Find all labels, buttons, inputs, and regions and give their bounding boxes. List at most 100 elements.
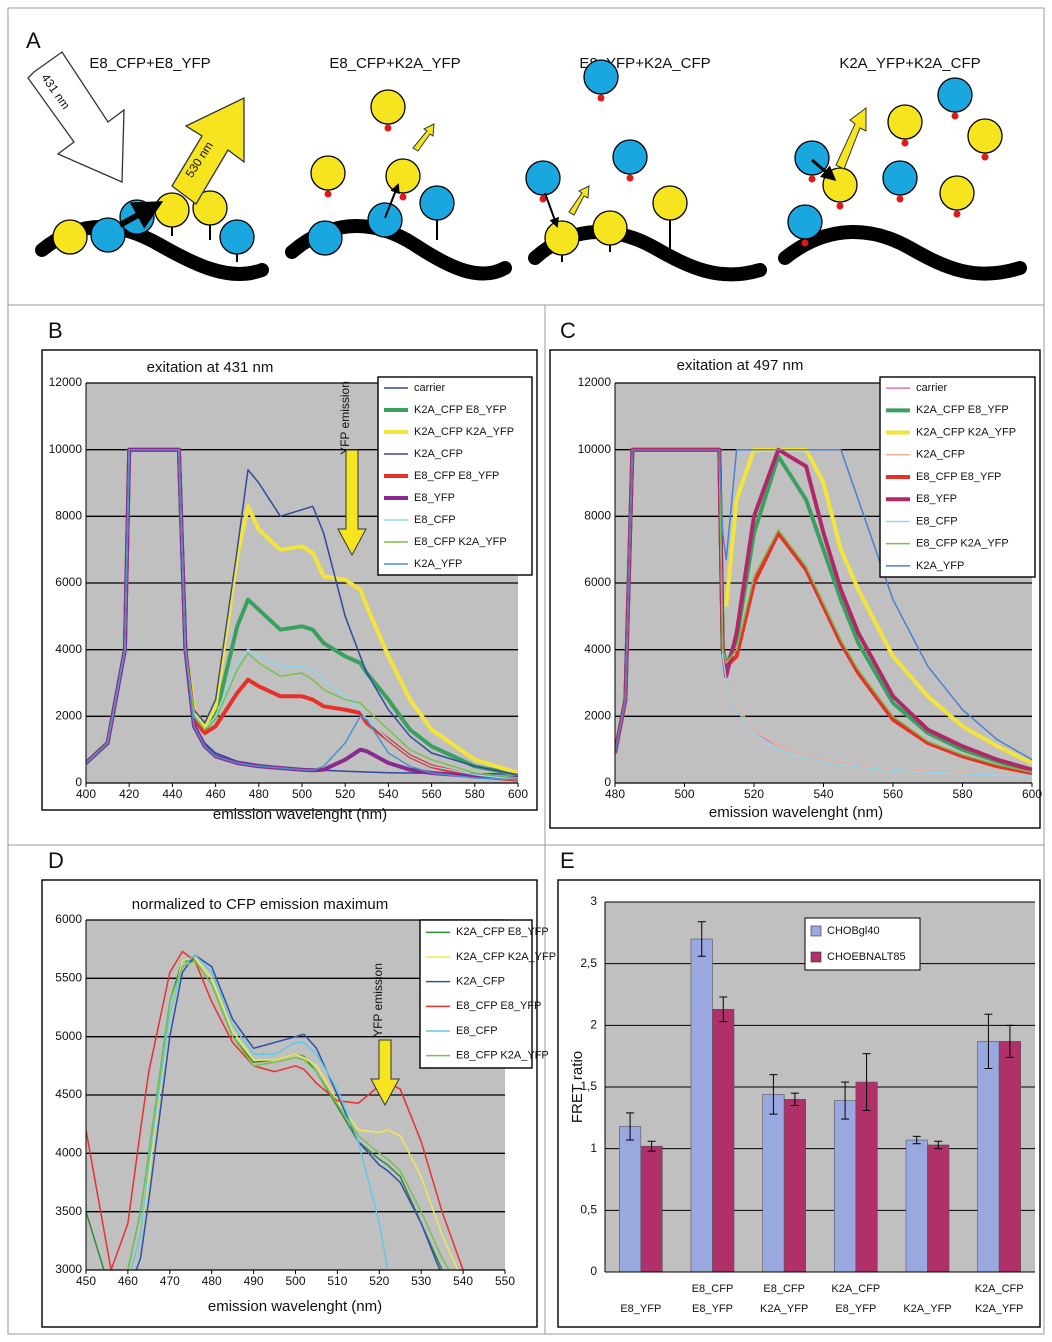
y-tick-label: 1,5 <box>580 1079 597 1093</box>
x-tick-label: K2A_YFP <box>975 1303 1023 1315</box>
chart-title: exitation at 431 nm <box>147 359 274 376</box>
x-tick-label: 490 <box>244 1274 264 1288</box>
error-bar <box>719 996 728 1023</box>
series-line <box>135 954 441 1270</box>
x-tick-label: 460 <box>206 787 226 801</box>
bar <box>762 1094 785 1273</box>
x-tick-label: 600 <box>508 787 528 801</box>
x-axis-label: emission wavelenght (nm) <box>208 1298 382 1315</box>
error-bar <box>626 1112 635 1141</box>
figure-frame <box>7 7 1045 1335</box>
y-tick-label: 5500 <box>55 971 82 985</box>
error-bar <box>647 1140 656 1152</box>
emission-arrow <box>171 96 245 205</box>
legend-box <box>419 919 533 1069</box>
error-bar <box>934 1140 943 1150</box>
error-bar <box>984 1013 993 1069</box>
legend-label: E8_CFP <box>456 1025 498 1037</box>
bar <box>690 938 713 1273</box>
x-tick-label: 480 <box>605 787 625 801</box>
legend-label: carrier <box>916 382 948 394</box>
y-tick-label: 0 <box>75 775 82 789</box>
bar <box>977 1041 1000 1273</box>
x-tick-label: 470 <box>160 1274 180 1288</box>
y-tick-label: 3000 <box>55 1262 82 1276</box>
chart-title: exitation at 497 nm <box>677 357 804 374</box>
x-tick-label: 600 <box>1022 787 1042 801</box>
y-tick-label: 6000 <box>55 912 82 926</box>
error-bar <box>862 1053 871 1111</box>
panel-label: D <box>48 848 64 873</box>
x-tick-label: 550 <box>495 1274 515 1288</box>
x-tick-label: 580 <box>952 787 972 801</box>
x-tick-label: K2A_CFP <box>831 1283 880 1295</box>
y-tick-label: 2000 <box>55 709 82 723</box>
x-tick-label: 580 <box>465 787 485 801</box>
legend-label: E8_CFP K2A_YFP <box>916 538 1009 550</box>
chart-title: normalized to CFP emission maximum <box>132 896 388 913</box>
x-tick-label: 530 <box>411 1274 431 1288</box>
y-tick-label: 0 <box>604 775 611 789</box>
y-tick-label: 0,5 <box>580 1203 597 1217</box>
legend-swatch <box>810 925 822 937</box>
legend-swatch <box>810 951 822 963</box>
legend-label: K2A_CFP K2A_YFP <box>414 426 514 438</box>
y-tick-label: 8000 <box>55 509 82 523</box>
y-tick-label: 2,5 <box>580 956 597 970</box>
legend-label: E8_YFP <box>414 492 455 504</box>
membrane <box>35 219 1027 282</box>
panel-label: E <box>560 848 575 873</box>
legend-label: K2A_CFP <box>414 448 463 460</box>
x-axis-label: emission wavelenght (nm) <box>213 806 387 823</box>
small-emission-arrow <box>412 107 867 216</box>
x-tick-label: 460 <box>118 1274 138 1288</box>
x-tick-label: 500 <box>292 787 312 801</box>
excitation-arrow <box>27 51 125 183</box>
legend-label: E8_CFP K2A_YFP <box>414 536 507 548</box>
legend-label: K2A_CFP E8_YFP <box>916 404 1009 416</box>
x-tick-label: E8_CFP <box>763 1283 805 1295</box>
legend-box <box>804 917 921 971</box>
x-tick-label: 540 <box>813 787 833 801</box>
legend-label: K2A_CFP E8_YFP <box>414 404 507 416</box>
legend-label: E8_CFP K2A_YFP <box>456 1050 549 1062</box>
y-tick-label: 4000 <box>55 1146 82 1160</box>
bar <box>619 1126 642 1273</box>
legend-label: E8_YFP <box>916 493 957 505</box>
legend-label: K2A_CFP K2A_YFP <box>456 951 556 963</box>
y-tick-label: 5000 <box>55 1029 82 1043</box>
legend-label: carrier <box>414 382 446 394</box>
panel-label: C <box>560 318 576 343</box>
y-tick-label: 10000 <box>578 442 612 456</box>
panel-label: A <box>26 28 41 53</box>
y-tick-label: 8000 <box>584 509 611 523</box>
x-tick-label: 520 <box>744 787 764 801</box>
bar <box>998 1041 1021 1273</box>
x-axis-label: emission wavelenght (nm) <box>709 804 883 821</box>
error-bar <box>697 921 706 957</box>
x-tick-label: 500 <box>674 787 694 801</box>
y-axis-label: FRET ratio <box>569 1051 586 1123</box>
bar <box>834 1100 857 1273</box>
bar <box>783 1099 806 1273</box>
annotation: YFP emission <box>371 963 385 1037</box>
error-bar <box>769 1074 778 1115</box>
x-tick-label: 560 <box>422 787 442 801</box>
annotation-arrow <box>370 1039 400 1107</box>
transfer-arrow <box>118 158 837 229</box>
bar <box>905 1139 928 1273</box>
x-tick-label: 400 <box>76 787 96 801</box>
legend-label: K2A_YFP <box>916 560 964 572</box>
panel-label: B <box>48 318 63 343</box>
y-tick-label: 6000 <box>584 575 611 589</box>
legend-label: E8_CFP E8_YFP <box>414 470 499 482</box>
x-tick-label: K2A_YFP <box>760 1303 808 1315</box>
scene-title: E8_CFP+K2A_YFP <box>329 55 460 72</box>
x-tick-label: 540 <box>378 787 398 801</box>
y-tick-label: 2000 <box>584 709 611 723</box>
x-tick-label: K2A_YFP <box>903 1303 951 1315</box>
y-tick-label: 3 <box>590 894 597 908</box>
legend-label: K2A_CFP K2A_YFP <box>916 426 1016 438</box>
series-line <box>130 954 389 1270</box>
legend-label: E8_CFP <box>916 515 958 527</box>
